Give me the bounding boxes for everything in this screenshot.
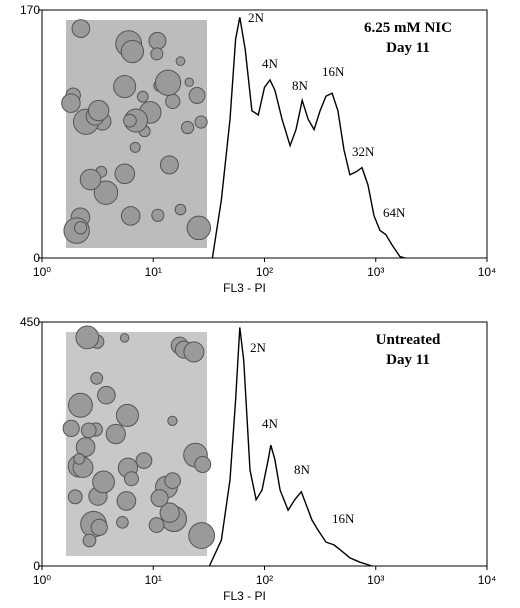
cell — [165, 93, 181, 110]
cell — [159, 155, 179, 175]
peak-label: 2N — [250, 340, 267, 355]
y-tick-label: 170 — [20, 3, 40, 17]
x-axis-label: FL3 - PI — [223, 281, 266, 295]
peak-label: 2N — [248, 10, 265, 25]
cell — [87, 99, 110, 122]
cell — [150, 489, 169, 508]
micrograph — [61, 19, 212, 248]
cell — [167, 415, 178, 426]
cell — [115, 403, 140, 428]
x-tick-label: 10³ — [367, 265, 384, 279]
x-tick-label: 10² — [256, 573, 273, 587]
cell — [79, 168, 102, 191]
cell — [129, 141, 141, 153]
cell — [150, 47, 164, 61]
cell — [113, 75, 137, 99]
cell — [93, 180, 119, 205]
x-tick-label: 10⁰ — [33, 265, 51, 279]
cell — [92, 470, 115, 494]
peak-label: 4N — [262, 416, 279, 431]
cell — [116, 516, 129, 529]
x-axis-label: FL3 - PI — [223, 589, 266, 603]
peak-label: 8N — [292, 78, 309, 93]
peak-label: 16N — [322, 64, 345, 79]
peak-label: 4N — [262, 56, 279, 71]
cell — [120, 39, 145, 64]
y-tick-label: 0 — [33, 251, 40, 265]
cell — [148, 31, 167, 50]
cell — [184, 77, 194, 87]
cell — [116, 491, 137, 511]
cell — [188, 522, 216, 549]
cell — [61, 93, 81, 113]
cell — [164, 472, 181, 489]
cell — [71, 19, 91, 38]
cell — [80, 422, 97, 439]
cell — [75, 325, 100, 350]
cell — [90, 371, 104, 385]
y-tick-label: 450 — [20, 315, 40, 329]
panel-title: Untreated — [376, 332, 441, 348]
cell — [114, 163, 136, 185]
cell — [120, 206, 141, 226]
panel-subtitle: Day 11 — [386, 40, 430, 56]
cell — [151, 208, 165, 222]
y-tick-label: 0 — [33, 559, 40, 573]
panel: 0 450 10⁰ 10¹ 10² 10³ 10⁴ FL3 - PI 2N 4N 8N 16N Untr… — [20, 315, 496, 603]
cell — [90, 518, 108, 536]
cell — [123, 113, 137, 128]
panel-subtitle: Day 11 — [386, 352, 430, 368]
x-tick-label: 10³ — [367, 573, 384, 587]
cell — [73, 453, 86, 465]
peak-label: 64N — [383, 205, 406, 220]
cell — [73, 221, 88, 235]
cell — [135, 452, 153, 469]
cell — [154, 69, 182, 96]
cell — [183, 341, 205, 363]
panel: 0 170 10⁰ 10¹ 10² 10³ 10⁴ FL3 - PI 2N 4N 8N 16N 32N 6… — [20, 3, 496, 295]
x-tick-label: 10¹ — [145, 573, 162, 587]
cell — [82, 533, 97, 548]
cell — [136, 90, 149, 103]
peak-label: 8N — [294, 462, 311, 477]
cell — [148, 517, 165, 533]
panel-title: 6.25 mM NIC — [364, 20, 452, 36]
cell — [67, 392, 93, 418]
x-tick-label: 10⁴ — [478, 265, 497, 279]
cell — [175, 56, 186, 66]
x-tick-label: 10⁰ — [33, 573, 51, 587]
cell — [186, 215, 212, 241]
cell — [188, 87, 206, 104]
cell — [180, 120, 195, 135]
cell — [159, 502, 180, 523]
x-tick-label: 10⁴ — [478, 573, 497, 587]
histogram-line — [211, 17, 406, 259]
cell — [174, 203, 187, 216]
cell — [97, 385, 116, 405]
cell — [119, 333, 130, 343]
histogram-line — [208, 327, 373, 567]
cell — [194, 115, 208, 129]
cell — [62, 419, 80, 437]
peak-label: 16N — [332, 511, 355, 526]
cell — [105, 423, 126, 445]
micrograph — [62, 325, 216, 556]
cell — [67, 489, 83, 505]
x-tick-label: 10² — [256, 265, 273, 279]
cell — [194, 456, 212, 474]
x-tick-label: 10¹ — [145, 265, 162, 279]
peak-label: 32N — [352, 144, 375, 159]
cell — [123, 471, 139, 487]
